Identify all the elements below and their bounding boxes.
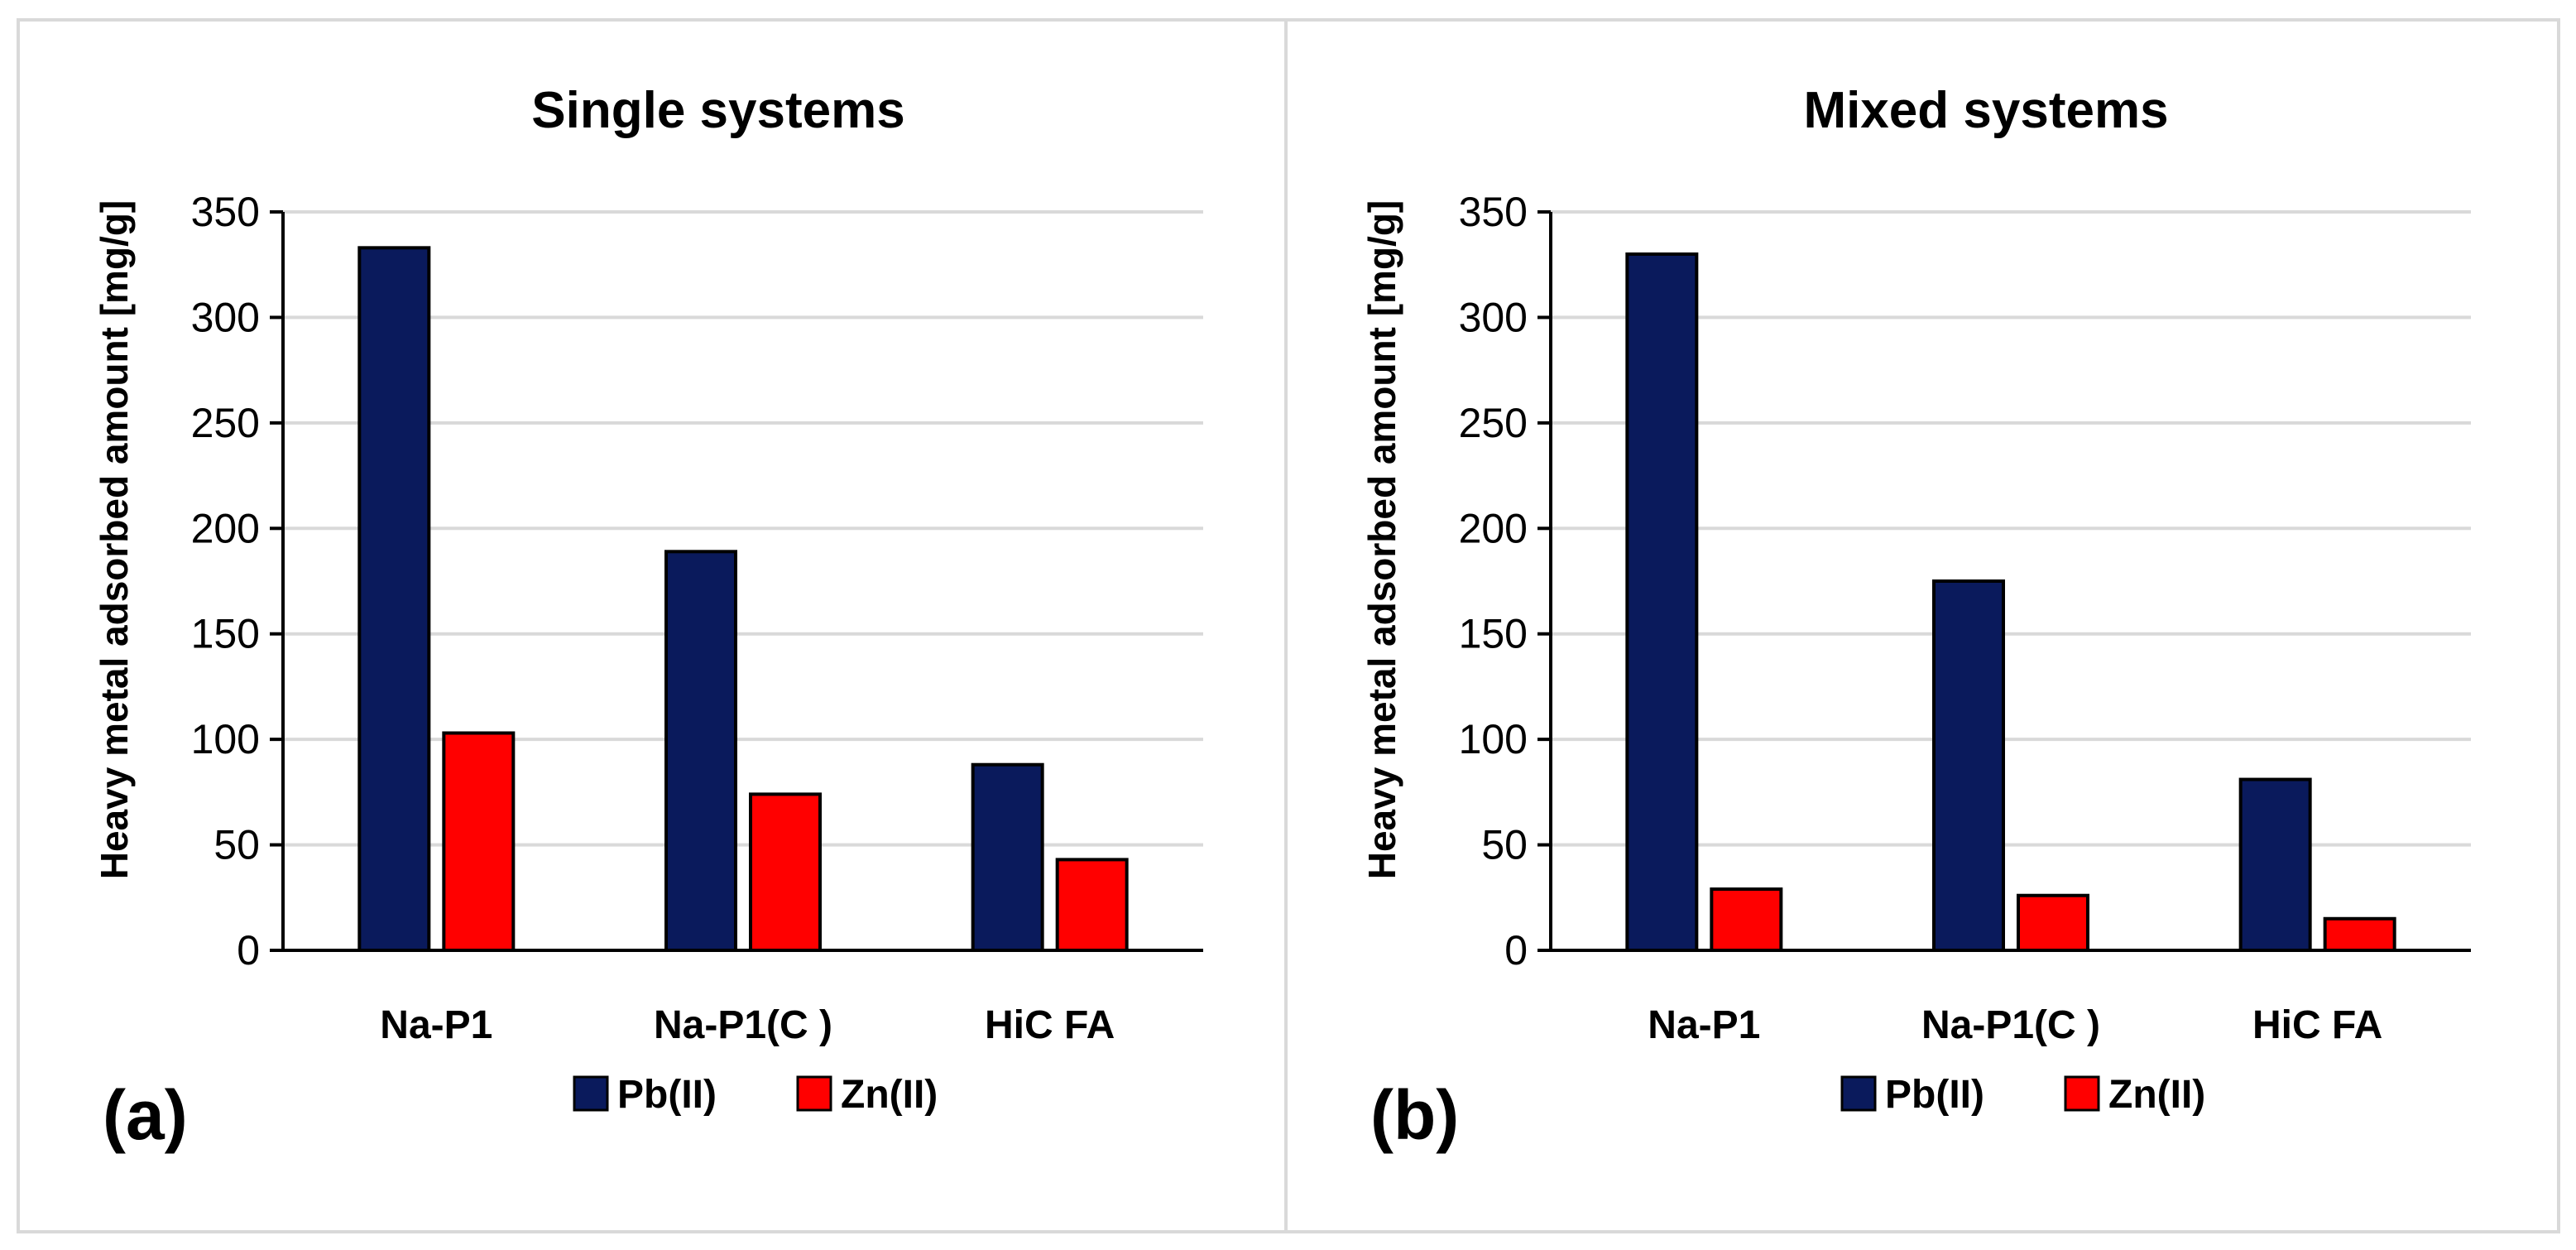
y-tick-label: 50	[213, 822, 260, 868]
y-tick-label: 50	[1481, 822, 1528, 868]
y-tick-label: 200	[191, 505, 260, 551]
chart-panel-single: 0 50 100 150 200 250 300 350 Na-P1 Na-P1(C ) HiC F…	[17, 18, 1291, 1233]
y-tick-label: 350	[1459, 189, 1528, 235]
legend-label-pb: Pb(II)	[617, 1073, 717, 1117]
y-tick-label: 300	[191, 294, 260, 340]
chart-mixed-systems: 0 50 100 150 200 250 300 350 Na-P1 Na-P1(C ) HiC F…	[1360, 82, 2471, 1154]
panel-label: (b)	[1370, 1076, 1459, 1154]
y-tick-label: 250	[191, 400, 260, 446]
y-tick-label: 0	[237, 927, 260, 974]
legend-label-pb: Pb(II)	[1885, 1073, 1984, 1117]
bar-zn-1	[749, 792, 822, 952]
y-tick-label: 250	[1459, 400, 1528, 446]
bar-pb-0	[1625, 252, 1699, 952]
legend-swatch-pb	[573, 1075, 609, 1112]
chart-single-systems: 0 50 100 150 200 250 300 350 Na-P1 Na-P1(C ) HiC F…	[93, 82, 1203, 1154]
chart-title: Mixed systems	[1803, 82, 2168, 139]
y-axis-label: Heavy metal adsorbed amount [mg/g]	[93, 200, 136, 880]
bar-zn-0	[442, 731, 516, 952]
bar-pb-1	[664, 550, 737, 952]
y-tick-label: 100	[1459, 716, 1528, 762]
x-tick-label: Na-P1(C )	[654, 1003, 832, 1047]
bar-pb-2	[971, 762, 1044, 952]
y-tick-label: 0	[1504, 927, 1528, 974]
bar-zn-2	[1055, 858, 1129, 953]
legend-swatch-zn	[796, 1075, 832, 1112]
y-tick-label: 350	[191, 189, 260, 235]
bar-zn-0	[1710, 887, 1783, 952]
y-tick-label: 200	[1459, 505, 1528, 551]
panel-label: (a)	[103, 1076, 188, 1154]
bar-pb-1	[1932, 579, 2005, 952]
legend-label-zn: Zn(II)	[841, 1073, 938, 1117]
chart-title: Single systems	[531, 82, 904, 139]
y-tick-label: 150	[191, 611, 260, 657]
y-axis-label: Heavy metal adsorbed amount [mg/g]	[1360, 200, 1403, 880]
y-tick-label: 100	[191, 716, 260, 762]
x-tick-label: HiC FA	[985, 1003, 1115, 1047]
bar-pb-2	[2238, 777, 2312, 953]
x-tick-label: HiC FA	[2252, 1003, 2382, 1047]
chart-panel-mixed: 0 50 100 150 200 250 300 350 Na-P1 Na-P1(C ) HiC F…	[1284, 18, 2560, 1233]
legend-label-zn: Zn(II)	[2108, 1073, 2205, 1117]
legend-swatch-zn	[2064, 1075, 2100, 1112]
bar-zn-2	[2323, 916, 2396, 953]
x-tick-label: Na-P1(C )	[1921, 1003, 2100, 1047]
bar-zn-1	[2017, 893, 2089, 953]
x-tick-label: Na-P1	[380, 1003, 492, 1047]
y-tick-label: 300	[1459, 294, 1528, 340]
y-tick-label: 150	[1459, 611, 1528, 657]
legend-swatch-pb	[1840, 1075, 1877, 1112]
bar-pb-0	[357, 246, 431, 952]
x-tick-label: Na-P1	[1648, 1003, 1760, 1047]
